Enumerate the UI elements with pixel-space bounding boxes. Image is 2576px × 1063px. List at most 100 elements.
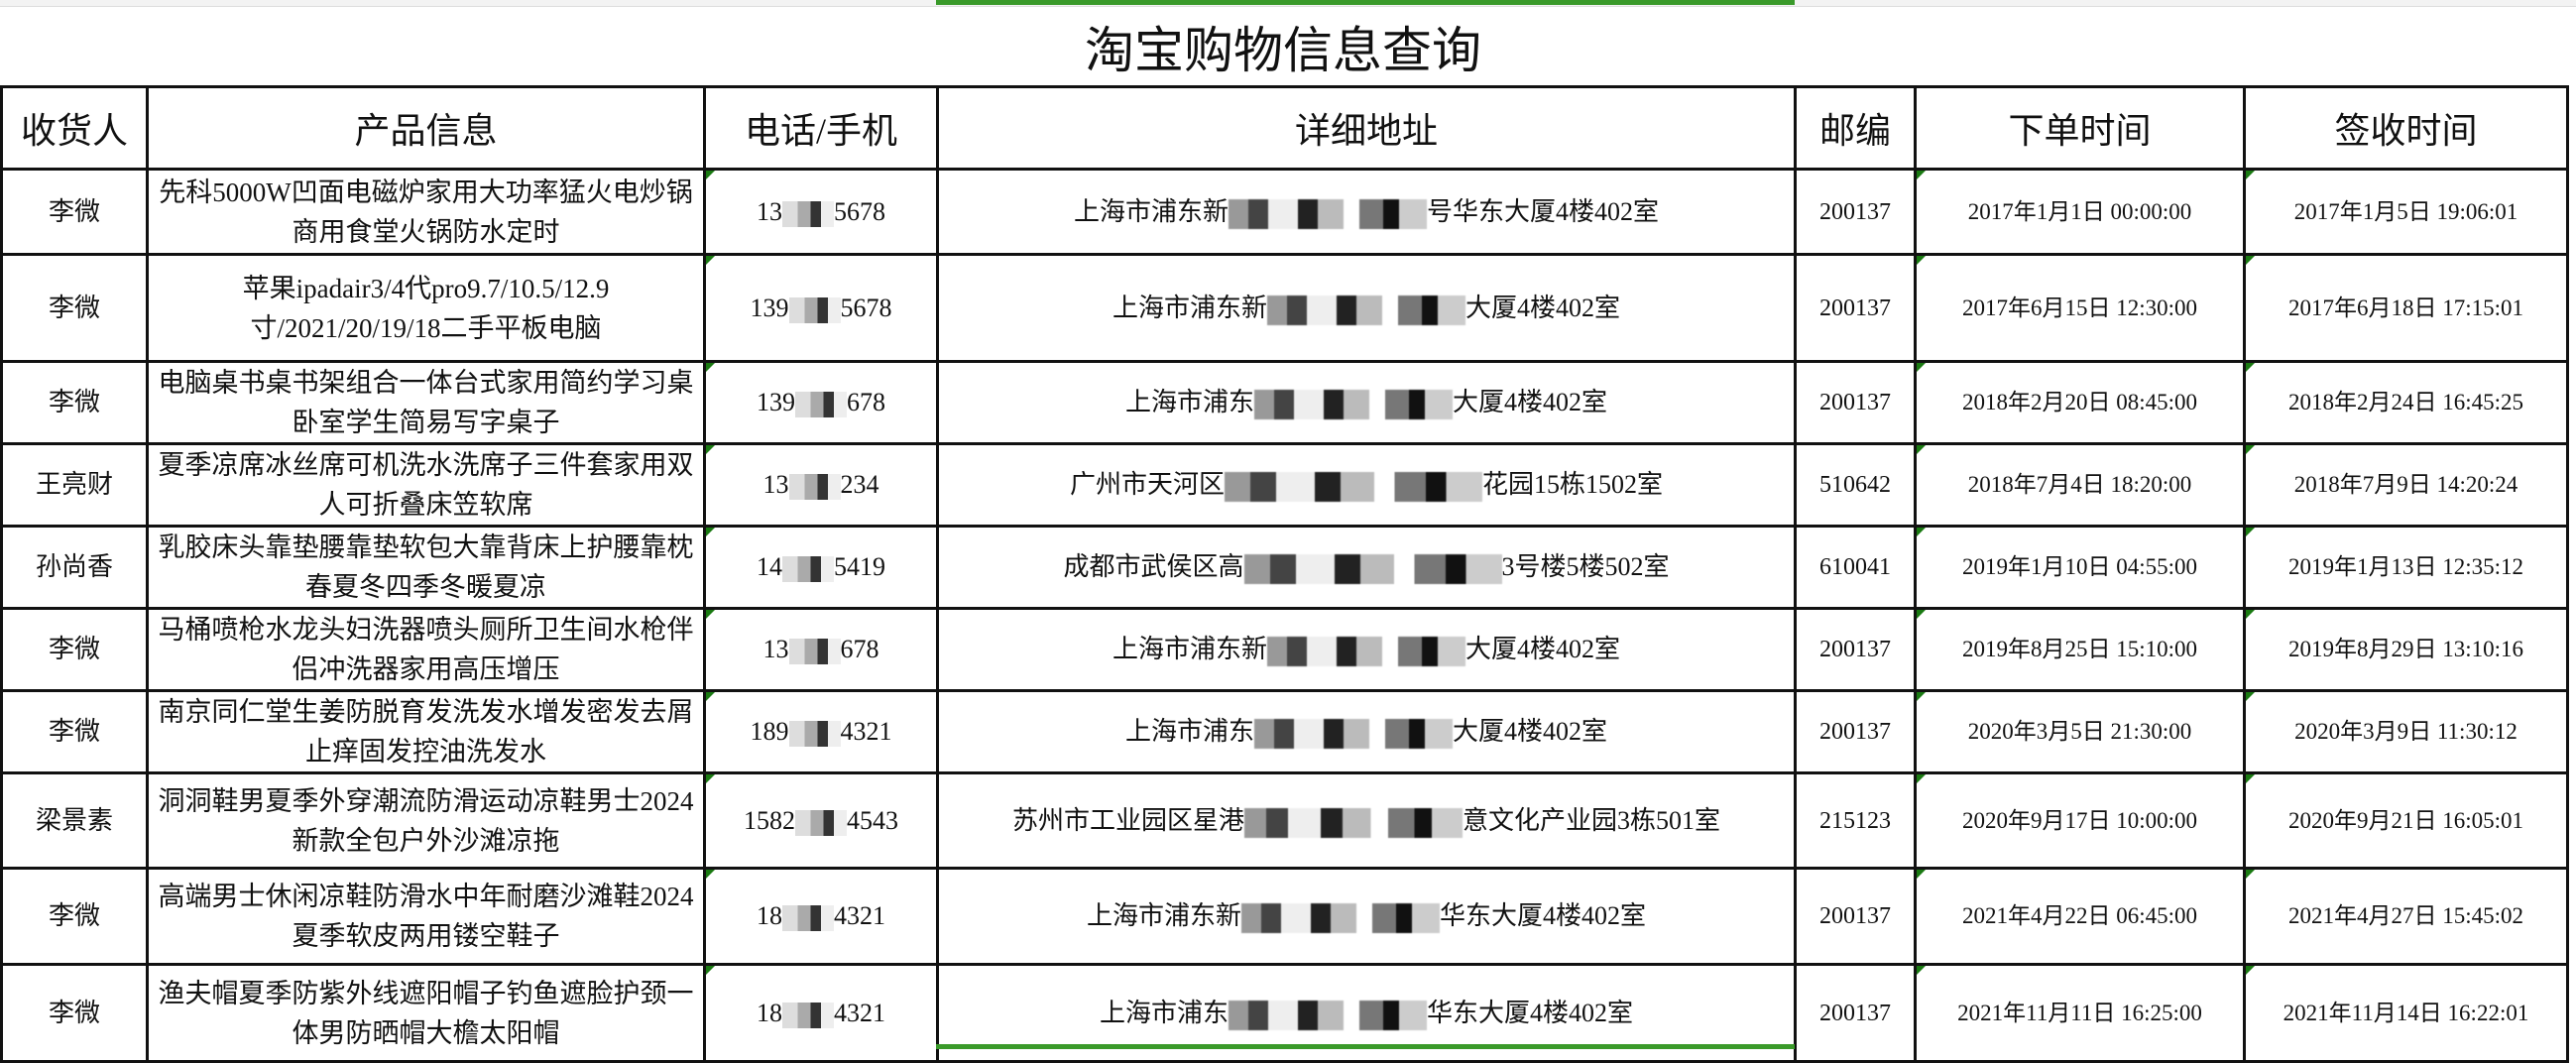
phone-end: 4543 xyxy=(847,805,898,835)
sign-time-cell[interactable]: 2019年1月13日 12:35:12 xyxy=(2243,525,2569,610)
sign-time-cell[interactable]: 2017年1月5日 19:06:01 xyxy=(2243,168,2569,256)
address-cell[interactable]: 成都市武侯区高 3号楼5楼502室 xyxy=(936,525,1797,610)
header-product[interactable]: 产品信息 xyxy=(146,85,706,171)
order-time-cell[interactable]: 2017年1月1日 00:00:00 xyxy=(1914,168,2246,256)
recipient-cell[interactable]: 李微 xyxy=(0,867,149,966)
product-cell[interactable]: 南京同仁堂生姜防脱育发洗发水增发密发去屑止痒固发控油洗发水 xyxy=(146,689,706,774)
header-zip[interactable]: 邮编 xyxy=(1794,85,1917,171)
zip-cell[interactable]: 200137 xyxy=(1794,689,1917,774)
redaction-mosaic xyxy=(788,721,841,748)
redaction-mosaic xyxy=(782,556,834,583)
redaction-mosaic xyxy=(1243,554,1502,585)
phone-end: 678 xyxy=(840,635,879,663)
order-time-cell[interactable]: 2020年3月5日 21:30:00 xyxy=(1914,689,2246,774)
order-time-cell[interactable]: 2017年6月15日 12:30:00 xyxy=(1914,253,2246,363)
header-address[interactable]: 详细地址 xyxy=(936,85,1797,171)
address-cell[interactable]: 上海市浦东新 大厦4楼402室 xyxy=(936,253,1797,363)
header-sign-time[interactable]: 签收时间 xyxy=(2243,85,2569,171)
header-row: 收货人 产品信息 电话/手机 详细地址 邮编 下单时间 签收时间 xyxy=(0,85,2569,171)
recipient-cell[interactable]: 李微 xyxy=(0,168,149,256)
address-end: 大厦4楼402室 xyxy=(1453,717,1608,746)
redaction-mosaic xyxy=(795,392,847,418)
phone-cell[interactable]: 139 5678 xyxy=(703,253,939,363)
phone-start: 14 xyxy=(757,552,782,581)
product-cell[interactable]: 夏季凉席冰丝席可机洗水洗席子三件套家用双人可折叠床笠软席 xyxy=(146,442,706,528)
sign-time-cell[interactable]: 2019年8月29日 13:10:16 xyxy=(2243,607,2569,692)
recipient-cell[interactable]: 王亮财 xyxy=(0,442,149,528)
redaction-mosaic xyxy=(1267,295,1465,325)
sign-time-cell[interactable]: 2018年7月9日 14:20:24 xyxy=(2243,442,2569,528)
address-cell[interactable]: 上海市浦东 大厦4楼402室 xyxy=(936,689,1797,774)
phone-cell[interactable]: 189 4321 xyxy=(703,689,939,774)
address-cell[interactable]: 上海市浦东 大厦4楼402室 xyxy=(936,360,1797,445)
zip-cell[interactable]: 610041 xyxy=(1794,525,1917,610)
phone-end: 5419 xyxy=(834,552,885,581)
order-time-cell[interactable]: 2021年11月11日 16:25:00 xyxy=(1914,963,2246,1063)
order-time-cell[interactable]: 2018年2月20日 08:45:00 xyxy=(1914,360,2246,445)
phone-cell[interactable]: 13 234 xyxy=(703,442,939,528)
product-cell[interactable]: 高端男士休闲凉鞋防滑水中年耐磨沙滩鞋2024夏季软皮两用镂空鞋子 xyxy=(146,867,706,966)
phone-cell[interactable]: 18 4321 xyxy=(703,867,939,966)
sign-time-cell[interactable]: 2017年6月18日 17:15:01 xyxy=(2243,253,2569,363)
phone-end: 678 xyxy=(847,388,885,416)
recipient-cell[interactable]: 李微 xyxy=(0,689,149,774)
product-cell[interactable]: 苹果ipadair3/4代pro9.7/10.5/12.9寸/2021/20/1… xyxy=(146,253,706,363)
orders-table: 收货人 产品信息 电话/手机 详细地址 邮编 下单时间 签收时间 李微 先科50… xyxy=(0,85,2569,1063)
product-cell[interactable]: 洞洞鞋男夏季外穿潮流防滑运动凉鞋男士2024新款全包户外沙滩凉拖 xyxy=(146,771,706,870)
phone-cell[interactable]: 13 678 xyxy=(703,607,939,692)
header-phone[interactable]: 电话/手机 xyxy=(703,85,939,171)
table-row: 梁景素 洞洞鞋男夏季外穿潮流防滑运动凉鞋男士2024新款全包户外沙滩凉拖 158… xyxy=(0,771,2569,870)
table-row: 李微 电脑桌书桌书架组合一体台式家用简约学习桌卧室学生简易写字桌子 139 678… xyxy=(0,360,2569,445)
sign-time-cell[interactable]: 2020年3月9日 11:30:12 xyxy=(2243,689,2569,774)
address-cell[interactable]: 广州市天河区 花园15栋1502室 xyxy=(936,442,1797,528)
address-cell[interactable]: 上海市浦东 华东大厦4楼402室 xyxy=(936,963,1797,1063)
zip-cell[interactable]: 510642 xyxy=(1794,442,1917,528)
phone-cell[interactable]: 13 5678 xyxy=(703,168,939,256)
recipient-cell[interactable]: 孙尚香 xyxy=(0,525,149,610)
sign-time-cell[interactable]: 2021年11月14日 16:22:01 xyxy=(2243,963,2569,1063)
zip-cell[interactable]: 200137 xyxy=(1794,607,1917,692)
recipient-cell[interactable]: 李微 xyxy=(0,360,149,445)
header-recipient[interactable]: 收货人 xyxy=(0,85,149,171)
sign-time-cell[interactable]: 2018年2月24日 16:45:25 xyxy=(2243,360,2569,445)
sign-time-cell[interactable]: 2021年4月27日 15:45:02 xyxy=(2243,867,2569,966)
order-time-cell[interactable]: 2019年8月25日 15:10:00 xyxy=(1914,607,2246,692)
zip-cell[interactable]: 200137 xyxy=(1794,360,1917,445)
order-time-cell[interactable]: 2021年4月22日 06:45:00 xyxy=(1914,867,2246,966)
recipient-cell[interactable]: 李微 xyxy=(0,253,149,363)
product-cell[interactable]: 乳胶床头靠垫腰靠垫软包大靠背床上护腰靠枕春夏冬四季冬暖夏凉 xyxy=(146,525,706,610)
phone-cell[interactable]: 18 4321 xyxy=(703,963,939,1063)
recipient-cell[interactable]: 李微 xyxy=(0,963,149,1063)
address-cell[interactable]: 上海市浦东新 大厦4楼402室 xyxy=(936,607,1797,692)
product-cell[interactable]: 马桶喷枪水龙头妇洗器喷头厕所卫生间水枪伴侣冲洗器家用高压增压 xyxy=(146,607,706,692)
product-cell[interactable]: 电脑桌书桌书架组合一体台式家用简约学习桌卧室学生简易写字桌子 xyxy=(146,360,706,445)
table-row: 王亮财 夏季凉席冰丝席可机洗水洗席子三件套家用双人可折叠床笠软席 13 234 广… xyxy=(0,442,2569,528)
phone-end: 4321 xyxy=(840,717,892,746)
zip-cell[interactable]: 200137 xyxy=(1794,168,1917,256)
order-time-cell[interactable]: 2019年1月10日 04:55:00 xyxy=(1914,525,2246,610)
address-start: 上海市浦东新 xyxy=(1086,901,1241,930)
address-cell[interactable]: 上海市浦东新 华东大厦4楼402室 xyxy=(936,867,1797,966)
sign-time-cell[interactable]: 2020年9月21日 16:05:01 xyxy=(2243,771,2569,870)
phone-cell[interactable]: 14 5419 xyxy=(703,525,939,610)
phone-start: 189 xyxy=(750,717,789,746)
address-end: 大厦4楼402室 xyxy=(1465,293,1621,322)
zip-cell[interactable]: 200137 xyxy=(1794,867,1917,966)
table-row: 李微 马桶喷枪水龙头妇洗器喷头厕所卫生间水枪伴侣冲洗器家用高压增压 13 678 … xyxy=(0,607,2569,692)
phone-cell[interactable]: 1582 4543 xyxy=(703,771,939,870)
header-order-time[interactable]: 下单时间 xyxy=(1914,85,2246,171)
address-cell[interactable]: 上海市浦东新 号华东大厦4楼402室 xyxy=(936,168,1797,256)
order-time-cell[interactable]: 2020年9月17日 10:00:00 xyxy=(1914,771,2246,870)
address-cell[interactable]: 苏州市工业园区星港 意文化产业园3栋501室 xyxy=(936,771,1797,870)
product-cell[interactable]: 先科5000W凹面电磁炉家用大功率猛火电炒锅商用食堂火锅防水定时 xyxy=(146,168,706,256)
recipient-cell[interactable]: 李微 xyxy=(0,607,149,692)
zip-cell[interactable]: 215123 xyxy=(1794,771,1917,870)
recipient-cell[interactable]: 梁景素 xyxy=(0,771,149,870)
zip-cell[interactable]: 200137 xyxy=(1794,963,1917,1063)
order-time-cell[interactable]: 2018年7月4日 18:20:00 xyxy=(1914,442,2246,528)
phone-cell[interactable]: 139 678 xyxy=(703,360,939,445)
redaction-mosaic xyxy=(788,296,841,323)
zip-cell[interactable]: 200137 xyxy=(1794,253,1917,363)
table-row: 李微 先科5000W凹面电磁炉家用大功率猛火电炒锅商用食堂火锅防水定时 13 56… xyxy=(0,168,2569,256)
product-cell[interactable]: 渔夫帽夏季防紫外线遮阳帽子钓鱼遮脸护颈一体男防晒帽大檐太阳帽 xyxy=(146,963,706,1063)
